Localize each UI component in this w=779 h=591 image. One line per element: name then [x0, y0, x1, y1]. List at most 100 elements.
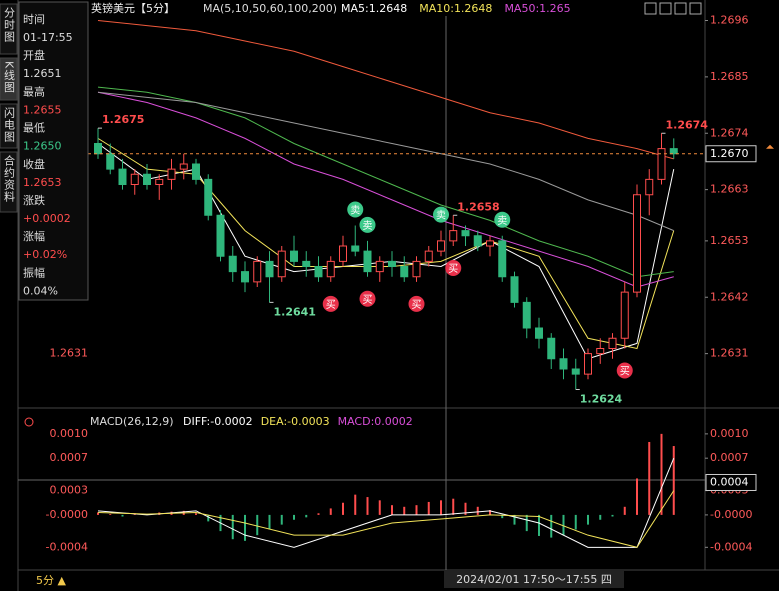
candle-body — [535, 327, 543, 339]
candle-body — [645, 178, 654, 196]
macd-bar — [599, 514, 602, 520]
info-label: 收盘 — [23, 157, 45, 171]
tab[interactable] — [0, 57, 18, 101]
y-tick-label: -0.0004 — [710, 540, 752, 553]
ma-line — [97, 91, 674, 232]
macd-bar — [538, 514, 540, 536]
macd-bar — [672, 446, 675, 515]
candle-body — [302, 260, 311, 267]
info-label: 振幅 — [23, 265, 45, 279]
macd-bar — [636, 478, 638, 515]
signal[interactable] — [494, 211, 511, 228]
tool-icon[interactable] — [674, 2, 687, 15]
candle-body — [584, 353, 592, 375]
signal[interactable] — [408, 295, 425, 312]
tool-icon[interactable] — [659, 2, 672, 15]
tab[interactable] — [0, 151, 18, 213]
signal[interactable] — [347, 201, 364, 218]
macd-bar — [476, 506, 479, 515]
candle-body — [596, 348, 605, 355]
annot-label: 1.2624 — [580, 393, 623, 406]
legend-item: DEA:-0.0003 — [261, 415, 330, 428]
signal[interactable] — [433, 206, 449, 223]
y-tick-label-left: 0.0003 — [50, 484, 89, 497]
macd-bar — [562, 514, 565, 536]
macd-bar — [391, 505, 393, 515]
signal[interactable] — [322, 295, 339, 312]
macd-bar — [403, 506, 406, 515]
macd-bar — [452, 498, 455, 515]
signal[interactable] — [445, 260, 462, 276]
signal[interactable] — [359, 216, 376, 233]
info-label: 最高 — [23, 84, 45, 98]
macd-line — [97, 490, 675, 548]
candle-body — [486, 240, 494, 247]
tool-icon[interactable] — [689, 2, 702, 15]
macd-bar — [501, 514, 504, 519]
signal-label: 卖 — [497, 215, 507, 227]
y-tick-label-left: 0.0007 — [50, 451, 89, 464]
legend-item: DIFF:-0.0002 — [183, 415, 253, 428]
candle-body — [277, 250, 286, 278]
signal-label: 卖 — [436, 210, 446, 222]
macd-bar — [525, 514, 528, 532]
candle-body — [363, 250, 372, 273]
y-tick-label: 1.2642 — [710, 290, 749, 303]
candle-body — [461, 230, 470, 237]
macd-bar — [660, 433, 663, 515]
macd-bar — [244, 514, 246, 541]
time-box — [444, 571, 624, 588]
tab-label: K线图 — [3, 61, 16, 93]
macd-bar — [329, 508, 332, 515]
tab-label: 合约资料 — [3, 154, 16, 203]
candle-body — [228, 255, 237, 273]
candle-body — [290, 250, 298, 262]
macd-bar — [231, 514, 234, 540]
signal[interactable] — [359, 290, 376, 307]
candle-body — [94, 143, 102, 155]
macd-bar — [574, 514, 577, 530]
legend-item: MA10:1.2648 — [419, 2, 492, 15]
macd-bar — [550, 514, 553, 538]
info-box — [18, 1, 89, 301]
candle-body — [388, 260, 396, 267]
tool-icon[interactable] — [644, 2, 657, 15]
period[interactable]: 5分 ▲ — [36, 574, 66, 587]
y-tick-label: 1.2653 — [710, 234, 749, 247]
candle-body — [118, 168, 127, 185]
last-price-marker — [766, 144, 774, 149]
candle-body — [179, 163, 188, 170]
signal[interactable] — [616, 362, 633, 379]
signal-label: 买 — [620, 366, 630, 378]
macd-bar — [109, 514, 112, 515]
candle-body — [669, 148, 678, 155]
signal-label: 买 — [412, 299, 422, 311]
y-tick-label: 0.0007 — [710, 451, 749, 464]
tab[interactable] — [0, 103, 18, 149]
macd-bar — [97, 512, 99, 515]
candle-body — [412, 260, 421, 278]
chart: 英镑美元【5分】 MA(5,10,50,60,100,200) MA5:1.2648… — [46, 1, 774, 553]
candle-body — [265, 260, 274, 278]
ma-line — [97, 91, 674, 288]
macd-icon — [24, 417, 34, 427]
y-tick-label: 1.2631 — [710, 347, 749, 360]
candle-body — [510, 276, 519, 303]
macd-bar — [354, 494, 357, 515]
y-tick-label-left: -0.0004 — [46, 540, 88, 553]
candle-body — [314, 266, 323, 278]
candle-body — [326, 260, 335, 278]
signal-label: 买 — [326, 299, 336, 311]
legend-item: MA5:1.2648 — [341, 2, 407, 15]
macd-bar — [293, 514, 295, 520]
last-price-label: 1.2670 — [710, 147, 749, 160]
candle-body — [400, 266, 409, 278]
y-tick-label-left: 0.0010 — [50, 427, 89, 440]
y-tick-label-left: -0.0000 — [46, 508, 88, 521]
macd-bar — [464, 502, 467, 515]
candle-body — [547, 337, 556, 360]
tab[interactable] — [0, 3, 18, 55]
macd-bar — [513, 514, 516, 525]
y-tick-label: 0.0010 — [710, 427, 749, 440]
